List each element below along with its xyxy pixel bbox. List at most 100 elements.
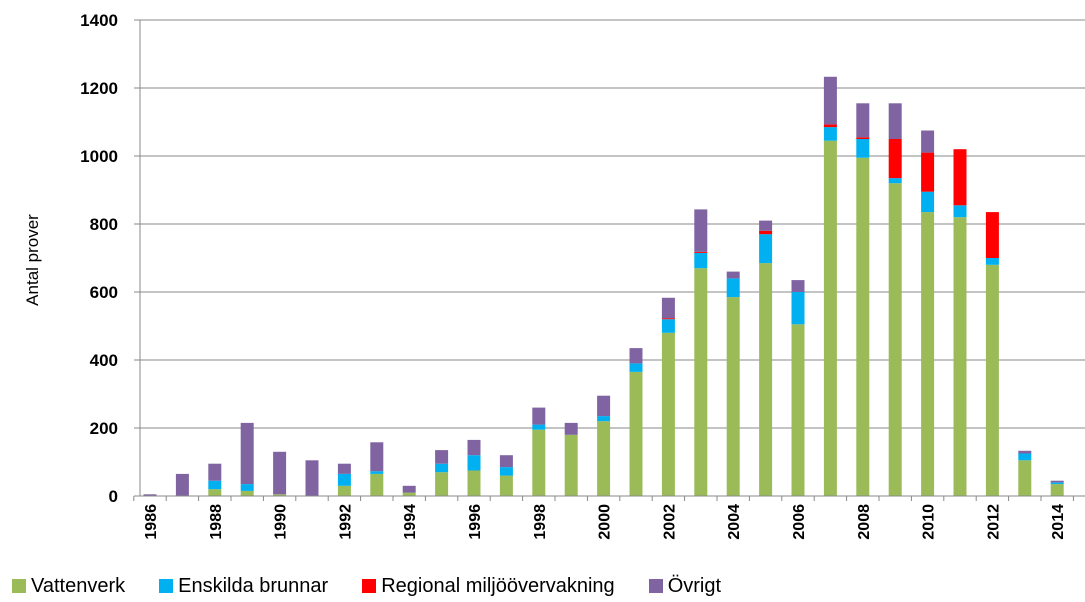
bar-segment-2011-1: [953, 205, 967, 218]
bar-segment-1992-0: [337, 485, 351, 496]
bar-segment-2002-2: [661, 318, 675, 320]
legend-item-1: Enskilda brunnar: [159, 575, 328, 598]
x-tick-label: 2008: [856, 504, 873, 540]
bar-segment-2012-1: [985, 258, 999, 265]
bar-segment-2003-1: [694, 252, 708, 269]
bar-segment-2003-3: [694, 209, 708, 252]
bar-segment-1997-3: [499, 455, 513, 468]
bar-segment-1995-1: [435, 463, 449, 473]
x-tick-label: 2004: [726, 504, 743, 540]
legend-label: Vattenverk: [31, 574, 126, 597]
bar-segment-1993-3: [370, 442, 384, 472]
bar-segment-2000-1: [597, 416, 611, 422]
bar-segment-2005-3: [759, 220, 773, 231]
bar-segment-1990-0: [273, 494, 287, 496]
y-tick-label: 1400: [80, 11, 118, 30]
x-tick-label: 1986: [143, 504, 160, 540]
bar-segment-2003-0: [694, 268, 708, 496]
bar-segment-1993-0: [370, 473, 384, 496]
x-tick-label: 1998: [532, 504, 549, 540]
bar-segment-2009-1: [888, 178, 902, 184]
bar-segment-2007-3: [823, 76, 837, 125]
bar-segment-2012-0: [985, 264, 999, 496]
bar-segment-1995-3: [435, 450, 449, 464]
y-tick-label: 400: [90, 351, 118, 370]
bar-segment-2011-0: [953, 217, 967, 496]
bar-segment-1998-1: [532, 424, 546, 430]
y-tick-label: 200: [90, 419, 118, 438]
bar-segment-2007-2: [823, 124, 837, 128]
bar-segment-2010-1: [921, 191, 935, 213]
bar-segment-2001-3: [629, 348, 643, 364]
bar-segment-2011-2: [953, 149, 967, 206]
bar-segment-2006-1: [791, 292, 805, 325]
bar-segment-2010-2: [921, 152, 935, 192]
x-tick-label: 2014: [1050, 504, 1067, 540]
bar-segment-2008-2: [856, 137, 870, 139]
bar-segment-1999-3: [564, 422, 578, 435]
bar-segment-1991-3: [305, 460, 319, 496]
legend: Vattenverk Enskilda brunnar Regional miljö…: [12, 574, 755, 598]
bar-segment-2005-2: [759, 230, 773, 235]
bar-segment-2000-0: [597, 421, 611, 496]
y-tick-label: 600: [90, 283, 118, 302]
legend-label: Övrigt: [667, 574, 722, 597]
bar-segment-1988-1: [208, 480, 222, 490]
x-tick-label: 1990: [273, 504, 290, 540]
bar-segment-1987-3: [175, 473, 189, 496]
bar-segment-2005-0: [759, 263, 773, 496]
y-tick-labels: 0 200 400 600 800 1000 1200 1400: [80, 11, 118, 506]
x-tick-label: 2012: [985, 504, 1002, 540]
axes: [133, 19, 1085, 501]
x-tick-label: 1992: [337, 504, 354, 540]
bar-segment-2007-1: [823, 127, 837, 141]
bar-segment-1999-0: [564, 434, 578, 496]
bar-segment-2013-3: [1018, 450, 1032, 454]
bar-segment-1997-1: [499, 467, 513, 476]
bar-segment-2009-0: [888, 183, 902, 496]
y-tick-label: 1000: [80, 147, 118, 166]
x-tick-label: 2002: [661, 504, 678, 540]
y-axis-label: Antal prover: [23, 214, 42, 306]
bar-segment-2004-0: [726, 297, 740, 496]
legend-swatch: [159, 579, 174, 593]
bar-segment-2002-1: [661, 319, 675, 333]
bar-segment-1986-3: [143, 494, 157, 496]
bar-segment-1994-0: [402, 492, 416, 496]
bar-segment-1988-0: [208, 489, 222, 496]
bar-segment-2009-3: [888, 103, 902, 139]
x-tick-label: 1994: [402, 504, 419, 540]
bars: [143, 76, 1064, 496]
bar-segment-1996-3: [467, 439, 481, 456]
bar-segment-1992-3: [337, 463, 351, 474]
bar-segment-2006-3: [791, 280, 805, 292]
bar-segment-2000-3: [597, 395, 611, 417]
bar-segment-2008-3: [856, 103, 870, 138]
bar-segment-1989-1: [240, 484, 254, 491]
bar-segment-2014-0: [1050, 484, 1064, 496]
legend-item-2: Regional miljöövervakning: [362, 574, 615, 598]
bar-segment-1989-3: [240, 422, 254, 485]
legend-item-3: Övrigt: [648, 574, 722, 598]
bar-segment-1996-1: [467, 455, 481, 471]
x-tick-labels: 1986 1988 1990 1992 1994 1996 1998 2000 2002 2004…: [143, 504, 1067, 540]
x-tick-label: 1996: [467, 504, 484, 540]
bar-segment-2014-3: [1050, 480, 1064, 483]
legend-label: Regional miljöövervakning: [381, 574, 615, 597]
bar-segment-1993-1: [370, 471, 384, 474]
legend-swatch: [648, 579, 663, 593]
bar-segment-2013-0: [1018, 460, 1032, 496]
legend-label: Enskilda brunnar: [178, 574, 329, 597]
bar-segment-1988-3: [208, 463, 222, 481]
bar-segment-1992-1: [337, 473, 351, 486]
bar-segment-2012-2: [985, 212, 999, 258]
bar-segment-2008-0: [856, 157, 870, 496]
bar-segment-2001-0: [629, 371, 643, 496]
bar-segment-2006-0: [791, 324, 805, 496]
bar-segment-2003-2: [694, 251, 708, 253]
bar-segment-2004-1: [726, 278, 740, 298]
bar-segment-1996-0: [467, 470, 481, 496]
bar-segment-2014-1: [1050, 482, 1064, 485]
bar-segment-2008-1: [856, 139, 870, 158]
